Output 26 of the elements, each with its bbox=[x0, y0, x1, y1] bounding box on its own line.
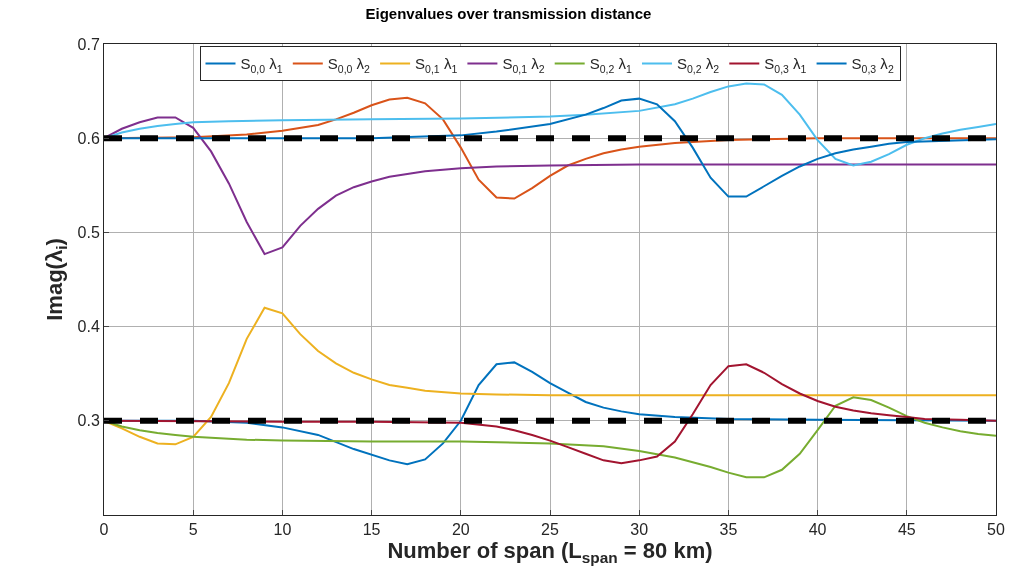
y-tick-label: 0.7 bbox=[77, 35, 100, 53]
legend-label: S$_{0,1}$ λ$_{1}$ bbox=[415, 55, 458, 75]
y-tick-label: 0.4 bbox=[77, 318, 100, 336]
x-tick-label: 45 bbox=[897, 521, 916, 539]
x-tick-label: 20 bbox=[451, 521, 470, 539]
chart-title: Eigenvalues over transmission distance bbox=[365, 5, 652, 23]
legend-label: S$_{0,2}$ λ$_{2}$ bbox=[676, 55, 720, 75]
legend-label: S$_{0,0}$ λ$_{1}$ bbox=[240, 55, 283, 75]
legend-label: S$_{0,3}$ λ$_{1}$ bbox=[764, 55, 807, 75]
x-tick-label: 10 bbox=[273, 521, 292, 539]
legend-label: S$_{0,1}$ λ$_{2}$ bbox=[502, 55, 545, 75]
legend-label: S$_{0,2}$ λ$_{1}$ bbox=[589, 55, 632, 75]
x-axis-title: Number of span (L$_{span}$ = 80 km) bbox=[387, 538, 713, 566]
legend-label: S$_{0,3}$ λ$_{2}$ bbox=[851, 55, 894, 75]
y-tick-label: 0.3 bbox=[77, 412, 100, 430]
x-tick-label: 25 bbox=[541, 521, 559, 539]
y-tick-label: 0.5 bbox=[77, 224, 100, 241]
x-tick-label: 5 bbox=[188, 521, 198, 539]
x-tick-label: 15 bbox=[362, 521, 381, 539]
x-tick-label: 30 bbox=[630, 521, 649, 539]
x-tick-label: 0 bbox=[99, 521, 109, 539]
x-tick-label: 35 bbox=[719, 521, 738, 539]
y-tick-label: 0.6 bbox=[77, 129, 100, 147]
x-tick-label: 40 bbox=[808, 521, 827, 539]
x-tick-label: 50 bbox=[987, 521, 1005, 539]
legend-label: S$_{0,0}$ λ$_{2}$ bbox=[327, 55, 371, 75]
